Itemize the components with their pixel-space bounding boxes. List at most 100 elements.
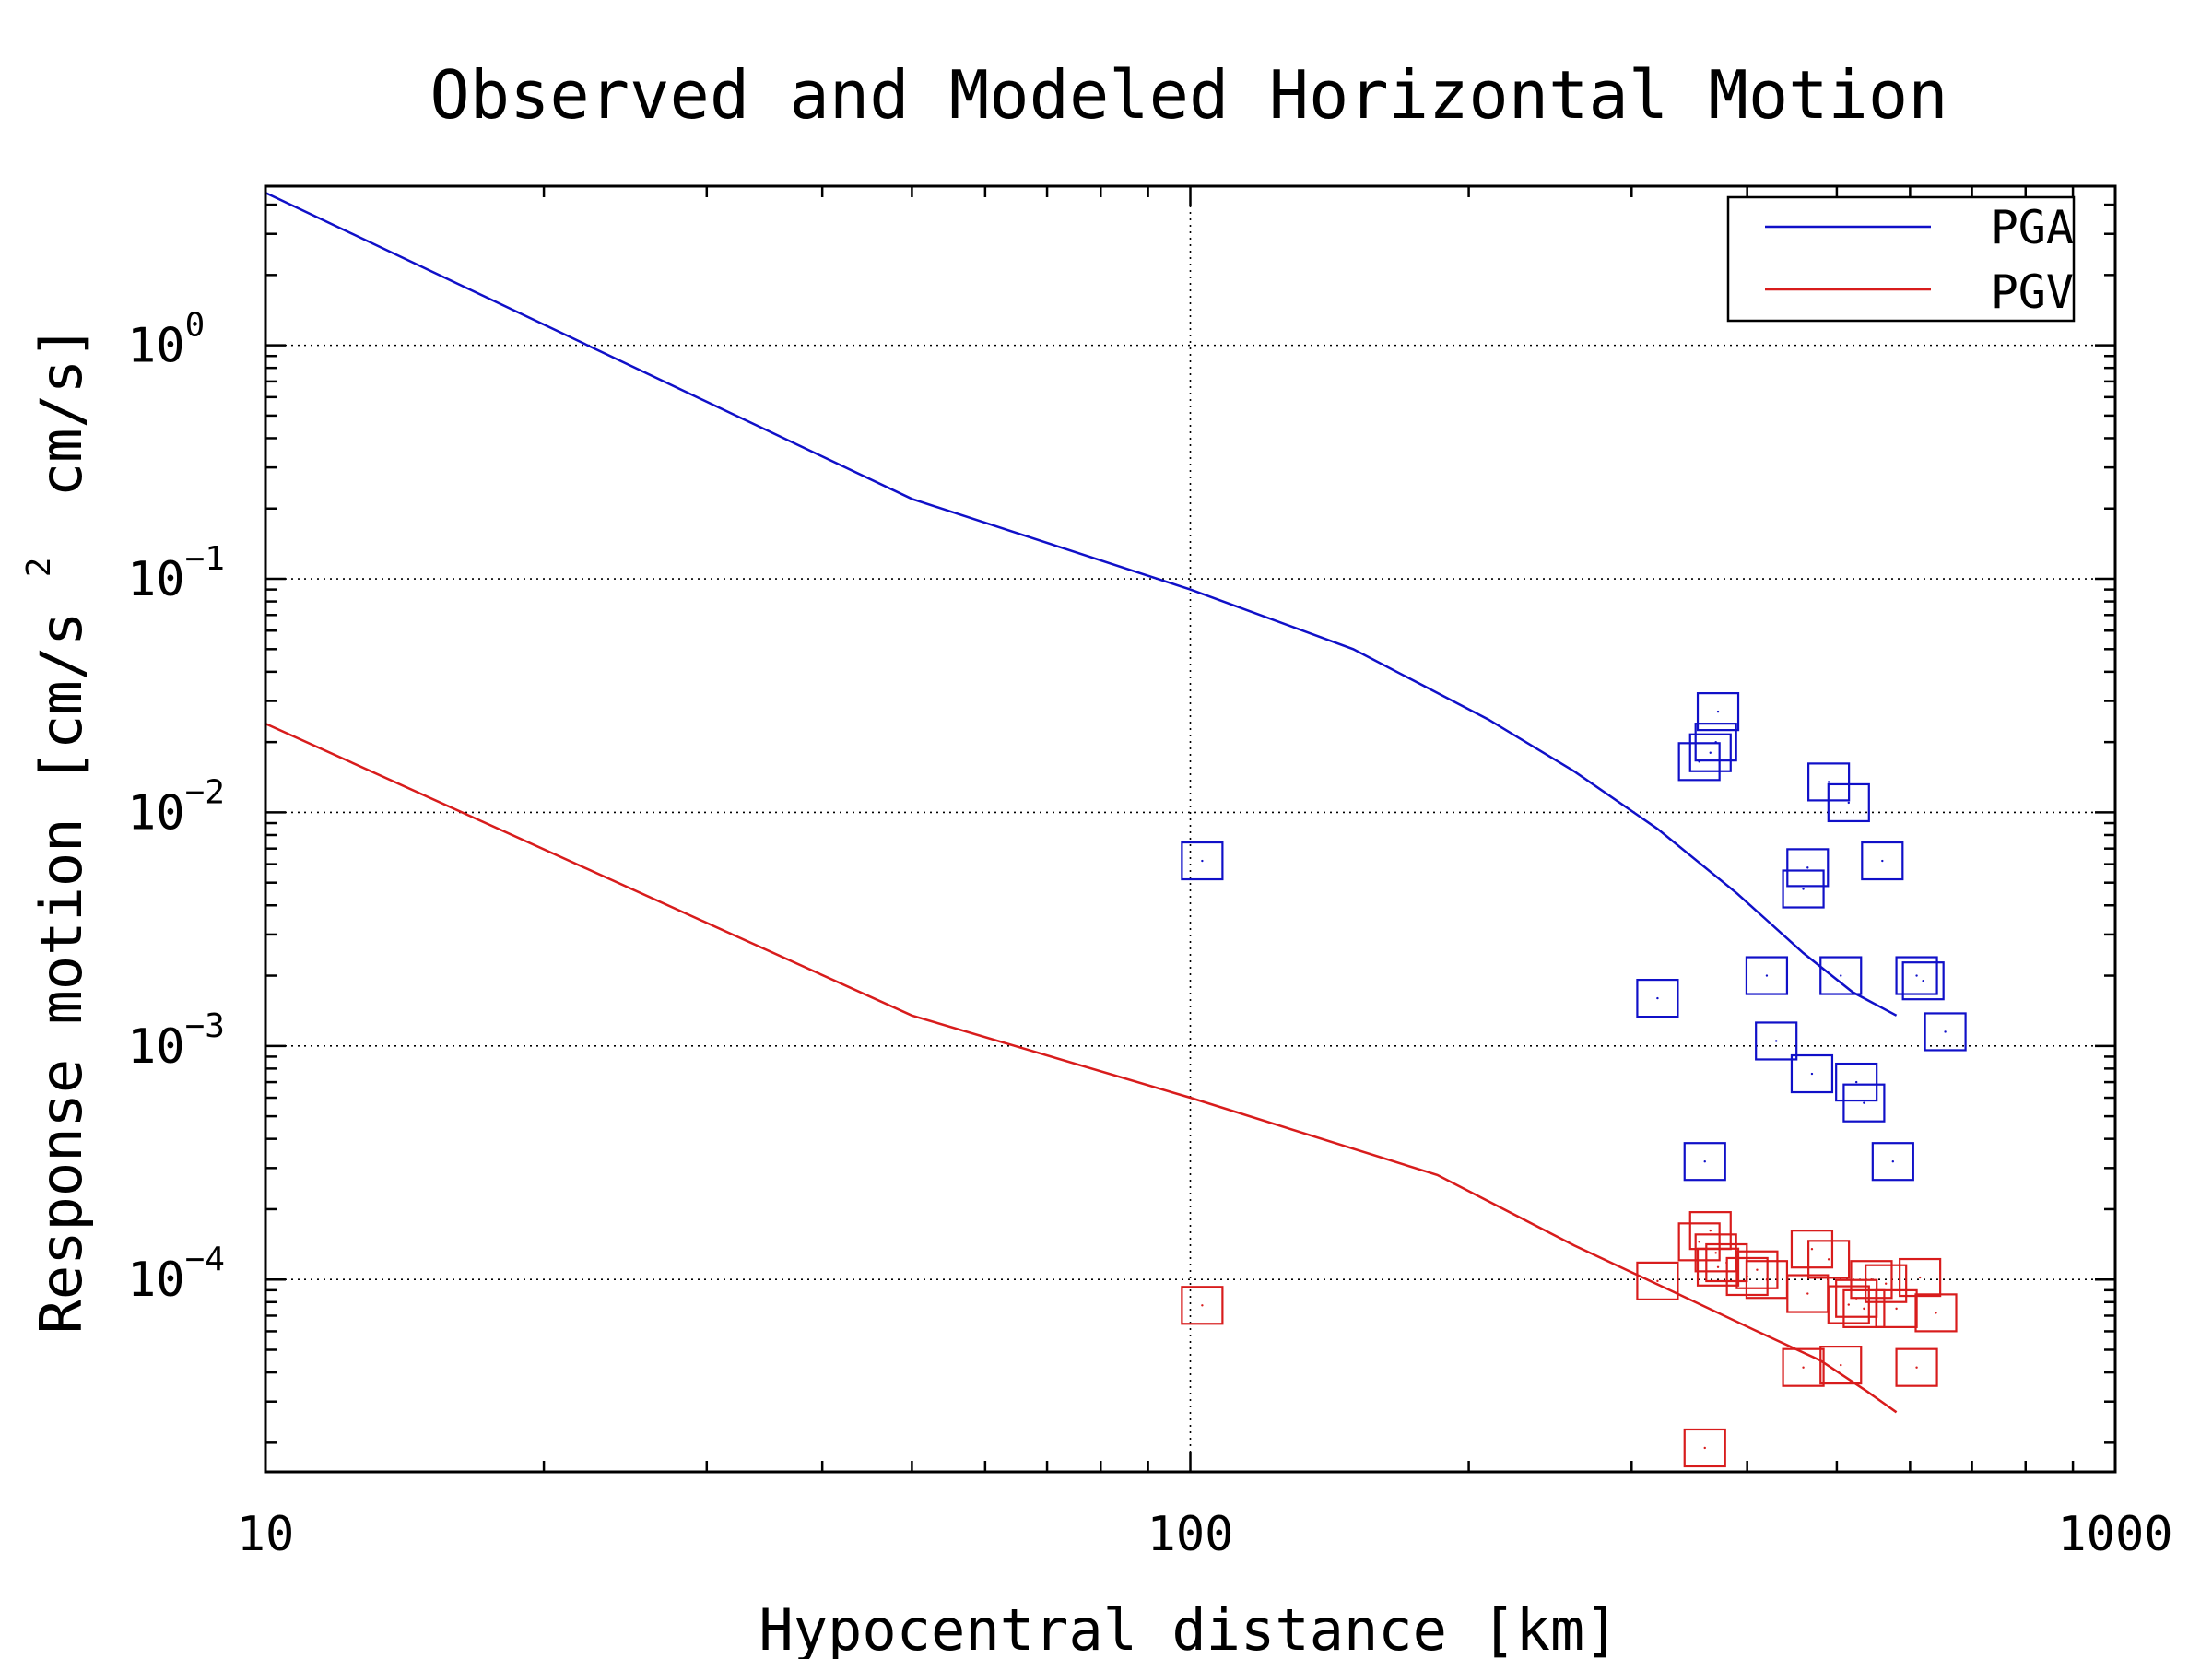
pga-point-center xyxy=(1840,974,1842,977)
pga-point-center xyxy=(1827,781,1830,783)
pgv-point xyxy=(1914,1293,1958,1333)
pga-point-center xyxy=(1714,740,1717,744)
pgv-point-center xyxy=(1703,1446,1706,1450)
y-axis-label-sup: 2 xyxy=(20,558,58,578)
pgv-point xyxy=(1827,1285,1870,1324)
pgv-point-center xyxy=(1884,1282,1888,1285)
pgv-point-center xyxy=(1802,1366,1805,1369)
y-tick-label: 10−4 xyxy=(127,1241,225,1308)
pga-point-center xyxy=(1709,751,1712,754)
pga-point-center xyxy=(1703,1160,1706,1163)
y-tick-label-base: 10 xyxy=(127,319,185,374)
pga-point xyxy=(1696,692,1740,732)
pgv-point xyxy=(1782,1347,1825,1387)
pgv-point xyxy=(1842,1288,1886,1328)
pgv-point xyxy=(1790,1230,1834,1269)
pga-point xyxy=(1688,733,1732,772)
y-tick-label-base: 10 xyxy=(127,552,185,607)
pgv-point-center xyxy=(1756,1268,1759,1271)
pga-point xyxy=(1901,961,1945,1001)
pgv-point xyxy=(1865,1264,1908,1303)
pga-point xyxy=(1755,1021,1798,1061)
y-axis-label-main: Response motion [cm/s xyxy=(28,612,95,1335)
pgv-point-center xyxy=(1847,1303,1850,1306)
pgv-point xyxy=(1181,1286,1224,1325)
pga-point-center xyxy=(1863,1101,1865,1104)
pga-point xyxy=(1835,1062,1878,1102)
pga-point-center xyxy=(1881,859,1884,863)
pga-point xyxy=(1924,1012,1967,1052)
pga-point-center xyxy=(1944,1030,1947,1033)
pgv-point-center xyxy=(1915,1366,1918,1369)
pgv-point-center xyxy=(1935,1312,1937,1314)
ticks xyxy=(264,186,2117,1472)
pga-point-center xyxy=(1765,974,1769,977)
pgv-point xyxy=(1807,1240,1851,1279)
y-tick-label-base: 10 xyxy=(127,1253,185,1308)
y-tick-label-base: 10 xyxy=(127,1019,185,1075)
pgv-point xyxy=(1899,1257,1942,1298)
pga-point-center xyxy=(1847,801,1850,805)
y-tick-label-exponent: −3 xyxy=(185,1007,225,1045)
pgv-point-center xyxy=(1716,1265,1720,1268)
pgv-point xyxy=(1636,1261,1679,1300)
pga-point xyxy=(1786,848,1830,888)
pgv-point-center xyxy=(1765,1278,1769,1281)
pga-point-center xyxy=(1656,996,1659,1000)
pga-point xyxy=(1636,978,1679,1018)
pga-model-line xyxy=(265,191,1898,1017)
legend: PGA PGV xyxy=(1726,195,2076,323)
pgv-point xyxy=(1735,1250,1779,1289)
y-tick-label-exponent: −4 xyxy=(185,1241,225,1278)
legend-box xyxy=(1726,195,2076,323)
pga-point-center xyxy=(1891,1160,1895,1163)
x-tick-label: 100 xyxy=(1147,1507,1234,1562)
pga-point xyxy=(1683,1142,1726,1182)
pga-point xyxy=(1871,1142,1914,1182)
pgv-point-center xyxy=(1827,1258,1830,1261)
pga-point xyxy=(1842,1083,1886,1123)
legend-label-pgv: PGV xyxy=(1991,265,2074,319)
pgv-point xyxy=(1677,1222,1721,1262)
pgv-point-center xyxy=(1806,1292,1809,1295)
pga-point-center xyxy=(1802,888,1805,890)
pga-point xyxy=(1745,956,1789,995)
chart-title: Observed and Modeled Horizontal Motion xyxy=(429,56,1947,134)
pga-point xyxy=(1895,956,1938,995)
pgv-point xyxy=(1819,1346,1863,1385)
pga-point-center xyxy=(1201,859,1204,863)
legend-label-pga: PGA xyxy=(1991,201,2074,254)
grid xyxy=(265,186,2115,1472)
pga-point-center xyxy=(1915,974,1918,977)
pga-point-center xyxy=(1806,866,1809,869)
pga-point-center xyxy=(1810,1072,1814,1076)
y-axis-label: Response motion [cm/s 2 cm/s] xyxy=(0,325,95,1335)
y-tick-label-exponent: 0 xyxy=(185,307,206,345)
pga-point-center xyxy=(1922,979,1924,982)
y-tick-label: 10−2 xyxy=(127,773,225,841)
pgv-point-center xyxy=(1698,1241,1700,1243)
pga-point xyxy=(1694,723,1737,762)
pga-point xyxy=(1782,869,1825,909)
x-tick-label: 1000 xyxy=(2057,1507,2172,1562)
y-tick-label: 100 xyxy=(127,307,205,374)
pgv-point-center xyxy=(1201,1304,1204,1307)
pgv-point xyxy=(1850,1260,1893,1300)
pga-point xyxy=(1827,782,1870,823)
pga-point xyxy=(1861,841,1904,881)
pgv-point-center xyxy=(1870,1278,1873,1281)
pgv-point-center xyxy=(1895,1307,1898,1311)
pga-point-center xyxy=(1854,1080,1858,1084)
y-tick-label-base: 10 xyxy=(127,785,185,841)
pgv-point-center xyxy=(1709,1229,1712,1232)
pgv-point-center xyxy=(1810,1247,1814,1251)
y-tick-label-exponent: −1 xyxy=(185,540,225,578)
pgv-model-line xyxy=(265,722,1898,1414)
y-tick-label: 10−1 xyxy=(127,540,225,607)
pgv-point-center xyxy=(1656,1279,1659,1283)
pgv-point xyxy=(1895,1347,1938,1387)
pga-point xyxy=(1677,742,1721,782)
pga-point-center xyxy=(1716,710,1720,713)
